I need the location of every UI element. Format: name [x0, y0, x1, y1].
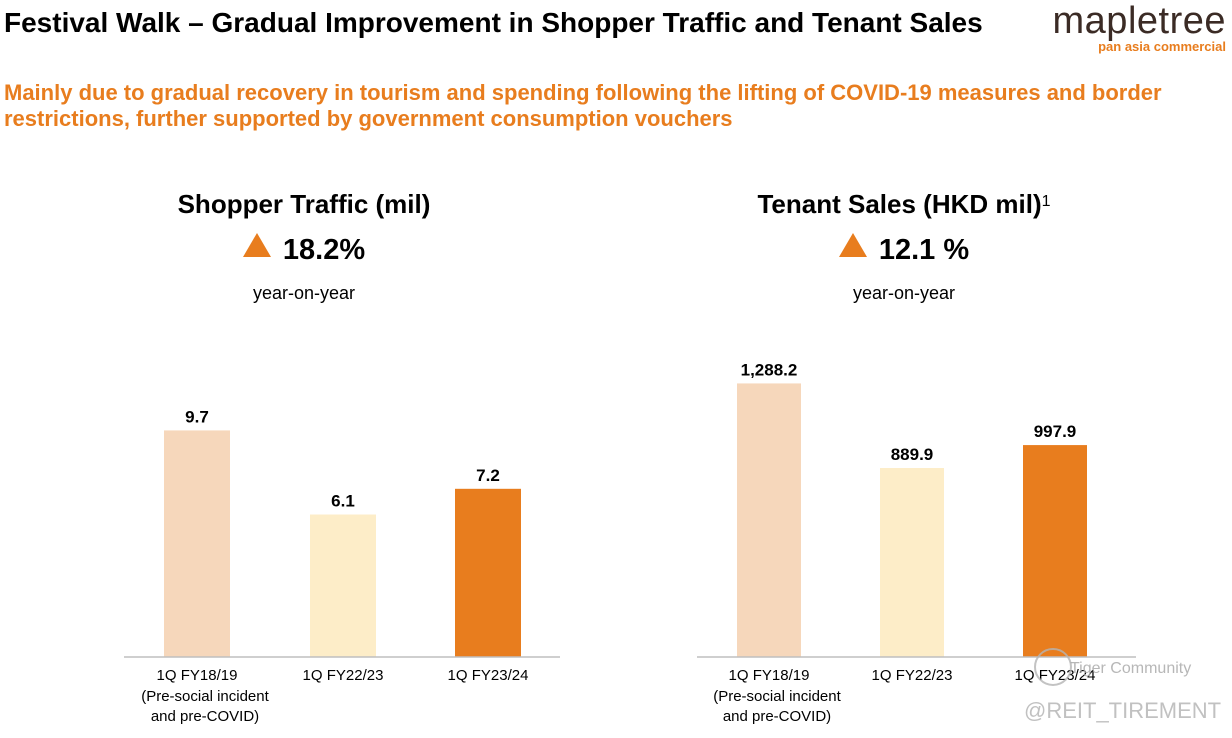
up-triangle-icon: [242, 233, 271, 257]
chart-title: Shopper Traffic (mil): [177, 189, 431, 219]
data-label: 997.9: [1034, 422, 1077, 441]
logo-wordmark: mapletree: [1052, 0, 1226, 42]
bar: [1023, 445, 1087, 657]
tiger-community-icon: [1034, 648, 1072, 686]
category-label: 1Q FY18/19: [729, 667, 810, 684]
chart-title-text: Tenant Sales (HKD mil): [757, 189, 1042, 219]
shopper-traffic-panel: Shopper Traffic (mil) 18.2% year-on-year…: [0, 180, 600, 738]
tenant-sales-panel: Tenant Sales (HKD mil)1 12.1 % year-on-y…: [604, 180, 1204, 738]
bar: [310, 514, 376, 657]
bar: [737, 383, 801, 657]
category-label: 1Q FY23/24: [448, 667, 529, 684]
footnote-marker: 1: [1041, 193, 1051, 210]
bar: [455, 488, 521, 657]
category-label: 1Q FY18/19: [157, 667, 238, 684]
category-label: 1Q FY22/23: [872, 667, 953, 684]
tenant-sales-chart: 1,288.2 1Q FY18/19 (Pre-social incident and…: [697, 360, 1136, 725]
page-title: Festival Walk – Gradual Improvement in S…: [4, 7, 983, 38]
category-note: (Pre-social incident: [713, 688, 841, 705]
shopper-traffic-chart: 9.7 1Q FY18/19 (Pre-social incident and pre…: [124, 407, 560, 725]
bar: [880, 468, 944, 657]
bar: [164, 430, 230, 657]
page-subtitle: Mainly due to gradual recovery in touris…: [4, 80, 1162, 131]
growth-label: year-on-year: [852, 283, 956, 303]
brand-logo: mapletree pan asia commercial: [1053, 2, 1226, 54]
growth-value: 18.2%: [282, 234, 366, 266]
category-note: and pre-COVID): [723, 708, 831, 725]
data-label: 7.2: [476, 466, 500, 485]
category-label: 1Q FY22/23: [303, 667, 384, 684]
growth-value: 12.1 %: [878, 234, 970, 266]
data-label: 9.7: [185, 407, 209, 426]
data-label: 1,288.2: [741, 360, 798, 379]
category-note: and pre-COVID): [151, 708, 259, 725]
data-label: 889.9: [891, 445, 934, 464]
data-label: 6.1: [331, 492, 355, 511]
category-note: (Pre-social incident: [141, 688, 269, 705]
growth-indicator: 18.2%: [4, 232, 604, 268]
growth-indicator: 12.1 %: [604, 232, 1204, 268]
growth-label: year-on-year: [252, 283, 356, 303]
watermark-handle: @REIT_TIREMENT: [1024, 698, 1222, 723]
logo-tagline: pan asia commercial: [1098, 39, 1226, 54]
watermark-community: Tiger Community: [1070, 660, 1192, 677]
up-triangle-icon: [838, 233, 867, 257]
chart-title: Tenant Sales (HKD mil)1: [604, 188, 1204, 220]
